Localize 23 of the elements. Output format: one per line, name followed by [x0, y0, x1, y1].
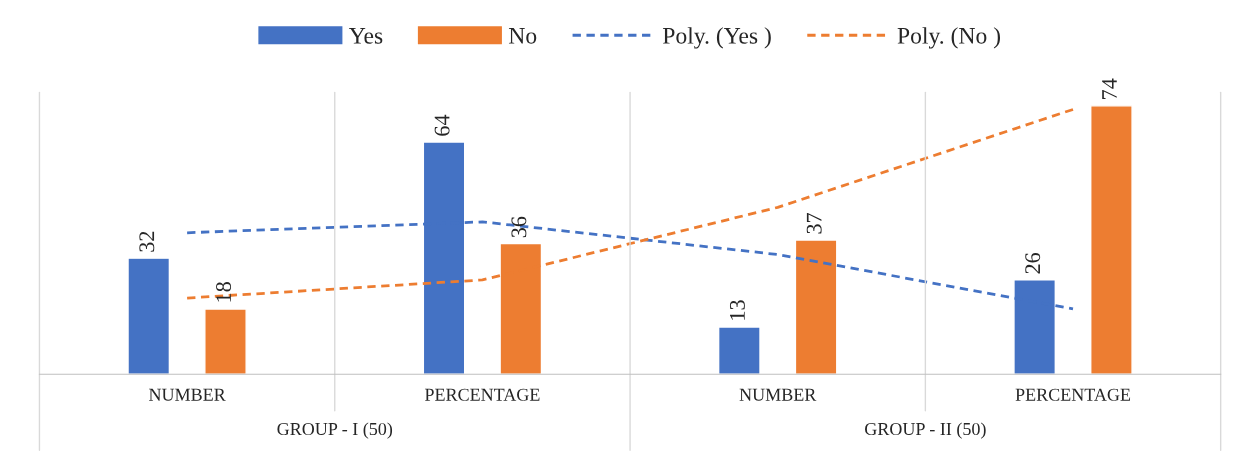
legend-label: Poly. (No ): [897, 27, 1001, 49]
bar: [204, 308, 247, 375]
text: GROUP - I (50): [277, 422, 393, 439]
x-tick-label: NUMBER: [149, 388, 226, 401]
data-label: 26: [1025, 252, 1041, 274]
data-label: 36: [511, 216, 527, 238]
legend-label: Poly. (Yes ): [662, 27, 771, 49]
legend-label: Yes: [349, 28, 383, 44]
bar: [794, 239, 838, 375]
data-label: 74: [1102, 78, 1117, 99]
x-tick-label: PERCENTAGE: [424, 388, 540, 401]
bar: [1090, 105, 1133, 375]
bar: [127, 257, 171, 375]
text: GROUP - II (50): [865, 422, 986, 439]
legend-label: No: [508, 28, 537, 44]
data-label: 13: [729, 300, 745, 320]
x-tick-label: NUMBER: [739, 388, 817, 401]
bar: [717, 326, 761, 375]
x-tick-label: PERCENTAGE: [1015, 388, 1131, 401]
data-label: 32: [139, 231, 155, 252]
data-label: 37: [806, 213, 822, 234]
data-label: 18: [216, 282, 232, 302]
data-label: 64: [434, 114, 450, 136]
